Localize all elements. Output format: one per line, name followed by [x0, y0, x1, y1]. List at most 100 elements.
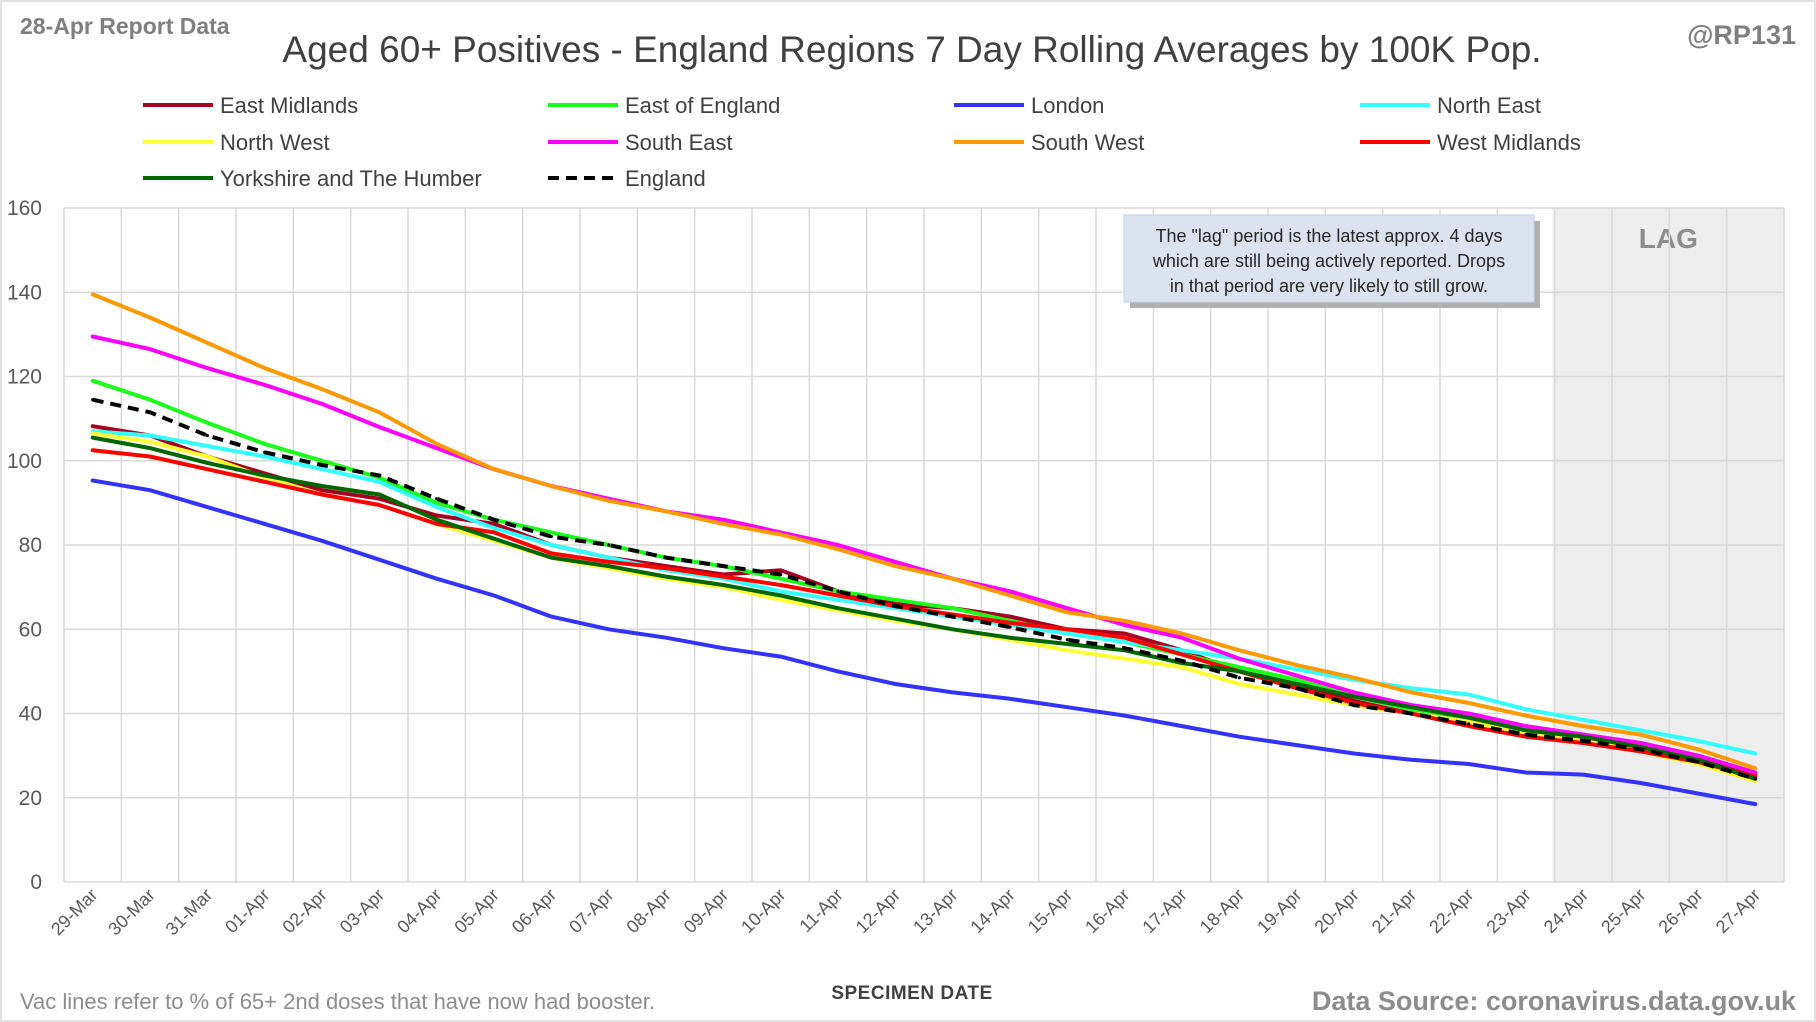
y-tick-label: 80 — [19, 534, 42, 557]
legend-item-south-east: South East — [548, 130, 733, 155]
data-point — [1524, 724, 1528, 728]
data-point — [320, 488, 324, 492]
data-point — [1581, 724, 1585, 728]
data-point — [205, 433, 209, 438]
data-point — [1180, 659, 1184, 663]
data-point — [1352, 703, 1356, 707]
x-tick-label: 14-Apr — [966, 885, 1018, 937]
data-point — [1123, 636, 1127, 640]
data-point — [1409, 705, 1413, 709]
data-point — [1295, 663, 1299, 667]
data-point — [1352, 676, 1356, 680]
data-point — [1123, 646, 1127, 650]
data-point — [1639, 781, 1643, 785]
data-point — [549, 615, 553, 619]
data-point — [721, 583, 725, 587]
data-point — [377, 480, 381, 484]
data-point — [263, 442, 267, 446]
data-point — [377, 558, 381, 562]
data-point — [1295, 682, 1299, 686]
data-point — [1065, 610, 1069, 615]
data-point — [205, 467, 209, 471]
data-point — [1123, 619, 1127, 623]
data-point — [607, 564, 611, 568]
data-point — [1008, 636, 1012, 640]
data-point — [1524, 707, 1528, 711]
x-tick-label: 06-Apr — [508, 885, 560, 937]
data-point — [148, 446, 152, 450]
data-point — [1180, 648, 1184, 652]
data-point — [1123, 640, 1127, 644]
data-point — [148, 433, 152, 438]
data-point — [263, 450, 267, 454]
legend-item-london: London — [954, 93, 1104, 118]
data-point — [91, 292, 95, 296]
data-point — [435, 513, 439, 518]
data-point — [1696, 754, 1700, 758]
data-point — [721, 564, 725, 568]
y-tick-label: 0 — [30, 871, 42, 894]
data-point — [492, 467, 496, 471]
legend-label: South East — [625, 130, 733, 155]
data-point — [664, 574, 668, 579]
data-source: Data Source: coronavirus.data.gov.uk — [1312, 986, 1797, 1016]
x-tick-label: 26-Apr — [1654, 885, 1706, 937]
lag-note-line-3: in that period are very likely to still … — [1170, 276, 1488, 296]
data-point — [435, 518, 439, 522]
data-point — [1237, 657, 1241, 661]
data-point — [1639, 741, 1643, 745]
data-point — [549, 534, 553, 539]
data-point — [148, 488, 152, 492]
legend-label: London — [1031, 93, 1104, 118]
data-point — [1409, 758, 1413, 762]
y-tick-label: 100 — [7, 450, 42, 473]
lag-note-background — [1123, 214, 1535, 303]
legend-item-west-midlands: West Midlands — [1360, 130, 1581, 155]
data-point — [435, 442, 439, 446]
y-axis-ticks: 0 20 40 60 80 100 120 140 160 — [7, 197, 42, 894]
data-point — [320, 484, 324, 488]
x-tick-label: 03-Apr — [336, 885, 388, 937]
data-point — [1467, 711, 1471, 716]
data-point — [1237, 669, 1241, 673]
data-point — [91, 478, 95, 483]
data-point — [435, 497, 439, 501]
data-point — [1753, 777, 1757, 781]
legend-item-yorkshire-and-the-humber: Yorkshire and The Humber — [143, 166, 482, 191]
data-point — [320, 459, 324, 463]
series-north-east — [90, 429, 1758, 756]
x-tick-label: 04-Apr — [393, 885, 445, 937]
x-tick-label: 12-Apr — [852, 885, 904, 937]
data-point — [205, 444, 209, 448]
data-point — [1237, 735, 1241, 739]
data-point — [549, 551, 553, 556]
data-point — [549, 484, 553, 488]
data-point — [1295, 678, 1299, 682]
report-date-label: 28-Apr Report Data — [20, 13, 230, 39]
data-point — [320, 539, 324, 543]
data-point — [779, 568, 783, 572]
data-point — [205, 505, 209, 509]
data-point — [951, 577, 955, 581]
x-tick-label: 07-Apr — [565, 885, 617, 937]
data-point — [1295, 743, 1299, 747]
data-point — [1295, 692, 1299, 697]
data-point — [263, 480, 267, 484]
data-point — [1123, 714, 1127, 718]
x-tick-label: 21-Apr — [1368, 885, 1420, 937]
data-point — [435, 505, 439, 509]
data-point — [721, 646, 725, 650]
x-tick-label: 23-Apr — [1482, 885, 1534, 937]
data-point — [205, 454, 209, 459]
line-south-west — [90, 292, 1758, 771]
data-point — [492, 522, 496, 526]
chart-title: Aged 60+ Positives - England Regions 7 D… — [282, 29, 1541, 70]
data-point — [148, 454, 152, 459]
data-point — [377, 425, 381, 429]
data-point — [1352, 751, 1356, 756]
data-point — [1524, 770, 1528, 775]
data-point — [721, 574, 725, 579]
data-point — [1467, 692, 1471, 697]
data-point — [492, 530, 496, 534]
